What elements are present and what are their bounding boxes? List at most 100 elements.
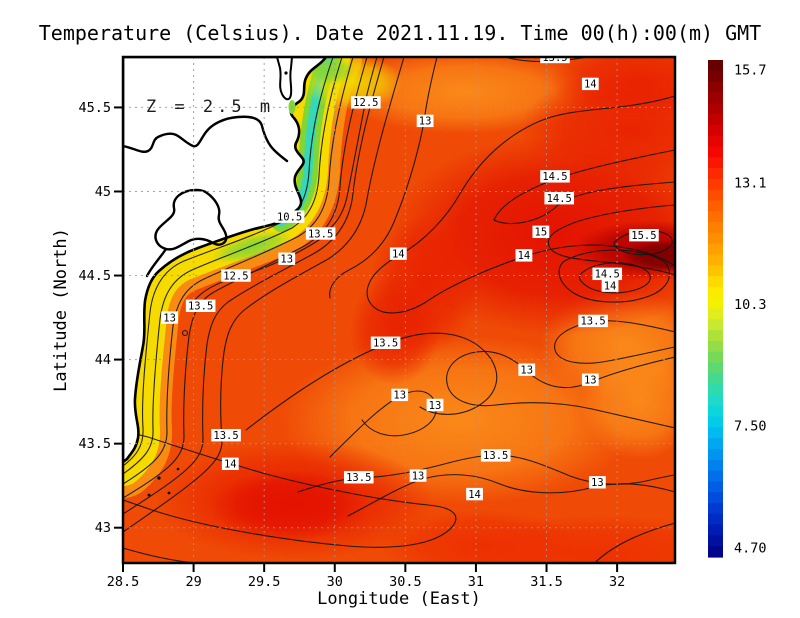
colorbar-step [708, 405, 723, 418]
colorbar-step [708, 168, 723, 180]
contour-label-box [592, 267, 623, 281]
contour-label-box [221, 269, 251, 282]
colorbar-step [708, 513, 723, 526]
colorbar-step [708, 92, 723, 104]
contour-label-box [588, 476, 606, 489]
axis-ticks [114, 106, 619, 572]
lagoon-inlet [275, 57, 294, 101]
x-tick-label: 31 [468, 574, 484, 590]
contour-label-box [389, 247, 407, 260]
contour-label: 15.5 [631, 230, 656, 242]
contour-label-box [532, 225, 550, 239]
contour-label: 13.5 [188, 301, 213, 313]
colorbar-step [708, 438, 723, 450]
colorbar-step [708, 427, 723, 439]
colorbar-tick-label: 4.70 [734, 540, 767, 556]
colorbar-step [708, 502, 723, 515]
colorbar-step [708, 254, 723, 266]
y-tick-label: 43.5 [78, 436, 111, 452]
contour-label: 13 [520, 364, 533, 376]
colorbar-step [708, 178, 723, 191]
x-tick-label: 29 [185, 574, 201, 590]
contour-label: 13 [412, 470, 425, 482]
contour-label-box [391, 388, 409, 402]
colorbar-tick-label: 15.7 [734, 62, 767, 78]
contour-label: 10.5 [277, 212, 302, 224]
colorbar-step [708, 222, 723, 234]
contour-label-box [466, 487, 483, 501]
contour-label: 14 [518, 250, 531, 262]
contour-label: 15 [535, 227, 548, 239]
colorbar-step [708, 265, 723, 277]
contour-label: 13.5 [373, 338, 398, 350]
contour-label-box [351, 96, 381, 109]
x-tick-label: 32 [609, 574, 625, 590]
contour-label: 14 [604, 280, 617, 292]
colorbar-step [708, 114, 723, 126]
colorbar-tick-label: 7.50 [734, 419, 767, 435]
contour-label-box [540, 57, 570, 64]
contour-label-box [515, 249, 533, 262]
contour-label: 13.5 [213, 430, 238, 442]
colorbar-step [708, 124, 723, 137]
islet [284, 71, 288, 75]
gridlines [123, 57, 675, 563]
x-tick-label: 30 [327, 574, 343, 590]
depth-annotation: Z = 2.5 m [146, 97, 274, 117]
contour-label-box [409, 469, 427, 482]
contour-label-box [601, 279, 619, 292]
colorbar-step [708, 524, 723, 536]
contour-label-box [278, 252, 296, 265]
contour-label-box [426, 398, 444, 412]
colorbar-step [708, 189, 723, 202]
x-tick-label: 29.5 [248, 574, 281, 590]
colorbar-step [708, 232, 723, 245]
contour-label: 14 [224, 459, 237, 471]
contour-label-box [578, 314, 608, 328]
y-tick-label: 45.5 [78, 100, 111, 116]
x-axis-label: Longitude (East) [317, 589, 481, 609]
contour-label: 14 [468, 489, 481, 501]
contour-label: 13 [163, 312, 176, 324]
colorbar-step [708, 459, 723, 472]
contour-label: 13 [584, 375, 597, 387]
contour-label-box [221, 457, 239, 471]
contour-label: 13 [280, 254, 293, 266]
colorbar-step [708, 535, 723, 547]
contour-label: 13 [393, 390, 406, 402]
colorbar-step [708, 135, 723, 148]
contour-label: 14 [392, 248, 405, 260]
colorbar-step [708, 286, 723, 299]
contour-label: 13.5 [346, 472, 371, 484]
y-tick-labels: 45.5 45 44.5 44 43.5 43 [78, 100, 111, 536]
contour-label-box [480, 449, 511, 462]
contour-label-box [518, 363, 536, 376]
contour-label: 14.5 [595, 269, 620, 281]
sea-layer [123, 57, 675, 563]
colorbar-step [708, 308, 723, 320]
contour-label-box [343, 471, 374, 484]
contour-label: 13.5 [542, 52, 567, 64]
contour-label-box [540, 170, 570, 183]
contour-label-box [185, 299, 216, 312]
colorbar-step [708, 394, 723, 407]
contour-label-box [370, 336, 401, 349]
colorbar-step [708, 211, 723, 223]
x-tick-labels: 28.5 29 29.5 30 30.5 31 31.5 32 [107, 574, 626, 590]
contour-lines [123, 57, 675, 563]
colorbar-step [708, 362, 723, 374]
colorbar-step [708, 243, 723, 256]
x-tick-label: 30.5 [389, 574, 422, 590]
colorbar-step [708, 297, 723, 310]
contour-label-box [211, 429, 241, 442]
x-tick-label: 28.5 [107, 574, 140, 590]
contour-label-box [544, 192, 575, 205]
contour-label: 13 [429, 400, 442, 412]
chart-title: Temperature (Celsius). Date 2021.11.19. … [39, 21, 761, 45]
colorbar-step [708, 448, 723, 461]
colorbar-step [708, 384, 723, 396]
contour-label-box [629, 228, 659, 242]
contour-label: 13 [591, 477, 604, 489]
